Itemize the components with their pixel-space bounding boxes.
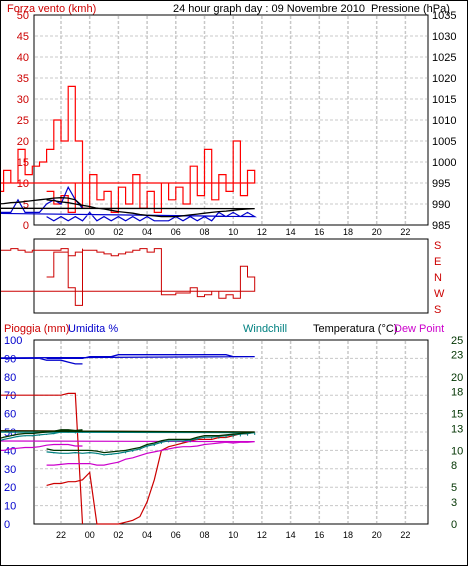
wind-x-tick-label: 18 — [343, 227, 353, 237]
direction-label: E — [434, 256, 441, 268]
wind-y-tick-label: 30 — [17, 94, 29, 106]
humidity-axis-label: Umidita % — [68, 323, 118, 335]
humidity-y-tick-label: 90 — [4, 353, 16, 365]
humidity-y-tick-label: 0 — [4, 519, 10, 531]
temp-y-tick-label: 5 — [451, 482, 457, 494]
temp-x-tick-label: 14 — [286, 530, 296, 540]
wind-x-tick-label: 22 — [56, 227, 66, 237]
pressure-y-tick-label: 1005 — [432, 136, 456, 148]
wind-direction-line — [1, 248, 256, 306]
pressure-line — [1, 197, 255, 218]
temperature-line — [1, 429, 255, 454]
humidity-y-tick-label: 60 — [4, 409, 16, 421]
wind-y-tick-label: 20 — [17, 136, 29, 148]
dewpoint-label: Dew Point — [394, 323, 444, 335]
temperature-axis-label: Temperatura (°C) — [313, 323, 397, 335]
direction-series — [1, 248, 256, 306]
wind-x-tick-label: 16 — [314, 227, 324, 237]
temp-x-tick-label: 22 — [400, 530, 410, 540]
wind-series — [1, 85, 257, 222]
wind-x-tick-label: 08 — [199, 227, 209, 237]
humidity-y-tick-label: 20 — [4, 482, 16, 494]
windchill-label: Windchill — [243, 323, 287, 335]
wind-y-tick-label: 0 — [23, 220, 29, 232]
temp-y-tick-label: 23 — [451, 350, 463, 362]
wind-gust-line — [1, 85, 256, 213]
humidity-y-tick-label: 70 — [4, 390, 16, 402]
pressure-axis-label: Pressione (hPa) — [371, 3, 450, 15]
wind-y-tick-label: 5 — [23, 199, 29, 211]
pressure-y-tick-label: 1030 — [432, 31, 456, 43]
pressure-y-tick-label: 985 — [432, 220, 450, 232]
temp-y-tick-label: 18 — [451, 387, 463, 399]
wind-x-tick-label: 20 — [372, 227, 382, 237]
wind-y-tick-label: 40 — [17, 52, 29, 64]
pressure-y-tick-label: 1025 — [432, 52, 456, 64]
temp-y-tick-label: 13 — [451, 423, 463, 435]
direction-label: W — [434, 288, 445, 300]
direction-label: N — [434, 272, 442, 284]
temp-y-tick-label: 15 — [451, 409, 463, 421]
temp-x-tick-label: 04 — [142, 530, 152, 540]
pressure-y-tick-label: 995 — [432, 178, 450, 190]
temp-x-tick-label: 06 — [171, 530, 181, 540]
wind-x-tick-label: 00 — [85, 227, 95, 237]
wind-axis-label: Forza vento (kmh) — [7, 3, 96, 15]
temp-x-tick-label: 20 — [372, 530, 382, 540]
humidity-y-tick-label: 10 — [4, 501, 16, 513]
pressure-y-tick-label: 1020 — [432, 73, 456, 85]
temp-x-tick-label: 10 — [228, 530, 238, 540]
humidity-y-tick-label: 100 — [4, 335, 22, 347]
wind-y-tick-label: 50 — [17, 10, 29, 22]
direction-plot-area — [33, 238, 429, 314]
wind-x-tick-label: 02 — [113, 227, 123, 237]
temp-y-tick-label: 8 — [451, 460, 457, 472]
temp-y-tick-label: 3 — [451, 497, 457, 509]
pressure-y-tick-label: 990 — [432, 199, 450, 211]
pressure-y-tick-label: 1015 — [432, 94, 456, 106]
wind-x-tick-label: 12 — [257, 227, 267, 237]
graph-title: 24 hour graph day : 09 Novembre 2010 — [173, 3, 365, 15]
temp-x-tick-label: 22 — [56, 530, 66, 540]
wind-x-tick-label: 04 — [142, 227, 152, 237]
wind-y-tick-label: 15 — [17, 157, 29, 169]
wind-x-tick-label: 14 — [286, 227, 296, 237]
humidity-y-tick-label: 40 — [4, 445, 16, 457]
pressure-y-tick-label: 1035 — [432, 10, 456, 22]
wind-x-tick-label: 22 — [400, 227, 410, 237]
temp-y-tick-label: 0 — [451, 519, 457, 531]
direction-label: S — [434, 240, 441, 252]
temp-series — [1, 354, 256, 525]
pressure-y-tick-label: 1010 — [432, 115, 456, 127]
temp-x-tick-label: 08 — [199, 530, 209, 540]
pressure-y-tick-label: 1000 — [432, 157, 456, 169]
windchill-line — [1, 430, 255, 456]
humidity-y-tick-label: 80 — [4, 372, 16, 384]
temp-y-tick-label: 10 — [451, 445, 463, 457]
dewpoint-line — [1, 440, 255, 466]
wind-y-tick-label: 35 — [17, 73, 29, 85]
temp-x-tick-label: 16 — [314, 530, 324, 540]
humidity-line — [1, 354, 255, 365]
wind-y-tick-label: 45 — [17, 31, 29, 43]
temp-x-tick-label: 12 — [257, 530, 267, 540]
axis-labels: 2222000002020404060608081010121214141616… — [4, 10, 463, 540]
wind-y-tick-label: 25 — [17, 115, 29, 127]
direction-label: S — [434, 304, 441, 316]
humidity-y-tick-label: 30 — [4, 464, 16, 476]
wind-y-tick-label: 10 — [17, 178, 29, 190]
temp-y-tick-label: 25 — [451, 335, 463, 347]
temp-y-tick-label: 20 — [451, 372, 463, 384]
wind-x-tick-label: 06 — [171, 227, 181, 237]
temp-x-tick-label: 02 — [113, 530, 123, 540]
wind-x-tick-label: 10 — [228, 227, 238, 237]
temp-x-tick-label: 00 — [85, 530, 95, 540]
rain-axis-label: Pioggia (mm) — [4, 323, 69, 335]
temp-x-tick-label: 18 — [343, 530, 353, 540]
